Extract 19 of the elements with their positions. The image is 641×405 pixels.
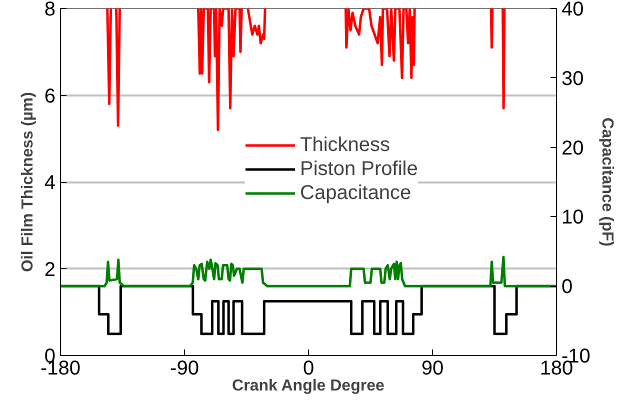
x-tick-label: -90 bbox=[170, 358, 199, 380]
y-tick-label: 8 bbox=[44, 0, 56, 20]
y2-tick-label: 40 bbox=[562, 0, 584, 20]
y2-axis-title: Capacitance (pF) bbox=[598, 118, 616, 246]
y-axis-title: Oil Film Thickness (µm) bbox=[19, 92, 36, 272]
legend-label: Piston Profile bbox=[300, 157, 418, 181]
y-tick-label: 2 bbox=[44, 258, 56, 281]
y2-tick-label: 10 bbox=[562, 206, 584, 229]
x-axis-title: Crank Angle Degree bbox=[232, 378, 384, 394]
y2-tick-label: 20 bbox=[562, 137, 584, 160]
legend-label: Thickness bbox=[300, 133, 390, 157]
x-tick-label: 90 bbox=[421, 358, 444, 380]
y-tick-label: 6 bbox=[44, 85, 56, 108]
y2-tick-label: 0 bbox=[562, 276, 573, 298]
x-tick-label: 0 bbox=[302, 358, 314, 380]
line-series bbox=[60, 256, 556, 288]
legend-label: Capacitance bbox=[300, 181, 412, 205]
y2-tick-label: 30 bbox=[562, 68, 584, 90]
y-tick-label: 4 bbox=[44, 172, 56, 194]
